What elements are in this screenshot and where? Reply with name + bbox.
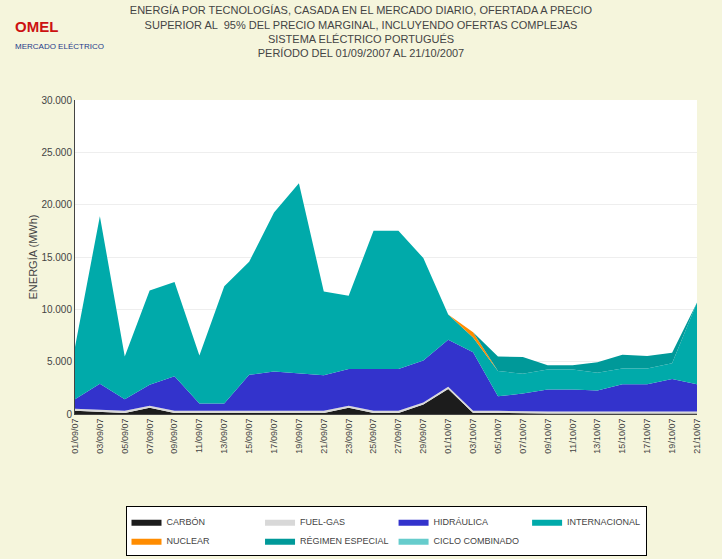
svg-text:13/09/07: 13/09/07 xyxy=(219,419,229,454)
svg-text:05/09/07: 05/09/07 xyxy=(120,419,130,454)
svg-text:ENERGÍA (MWh): ENERGÍA (MWh) xyxy=(27,215,39,300)
svg-text:30.000: 30.000 xyxy=(41,95,72,106)
svg-text:MERCADO ELÉCTRICO: MERCADO ELÉCTRICO xyxy=(15,42,104,51)
svg-text:HIDRÁULICA: HIDRÁULICA xyxy=(434,517,489,527)
svg-text:OMEL: OMEL xyxy=(15,18,58,35)
svg-text:27/09/07: 27/09/07 xyxy=(393,419,403,454)
svg-text:INTERNACIONAL: INTERNACIONAL xyxy=(567,517,640,527)
svg-text:CARBÓN: CARBÓN xyxy=(167,517,206,527)
svg-text:01/10/07: 01/10/07 xyxy=(443,419,453,454)
svg-text:15/10/07: 15/10/07 xyxy=(617,419,627,454)
svg-text:NUCLEAR: NUCLEAR xyxy=(167,536,211,546)
svg-text:11/09/07: 11/09/07 xyxy=(194,419,204,453)
svg-text:05/10/07: 05/10/07 xyxy=(493,419,503,454)
svg-text:09/09/07: 09/09/07 xyxy=(169,419,179,454)
svg-text:23/09/07: 23/09/07 xyxy=(344,419,354,454)
svg-text:21/09/07: 21/09/07 xyxy=(319,419,329,454)
svg-text:10.000: 10.000 xyxy=(41,304,72,315)
svg-text:19/09/07: 19/09/07 xyxy=(294,419,304,454)
svg-text:0: 0 xyxy=(66,409,72,420)
svg-text:01/09/07: 01/09/07 xyxy=(70,419,80,454)
svg-text:ENERGÍA POR TECNOLOGÍAS, CASAD: ENERGÍA POR TECNOLOGÍAS, CASADA EN EL ME… xyxy=(130,4,593,59)
svg-text:03/10/07: 03/10/07 xyxy=(468,419,478,454)
svg-text:03/09/07: 03/09/07 xyxy=(95,419,105,454)
svg-text:CICLO COMBINADO: CICLO COMBINADO xyxy=(434,536,520,546)
svg-text:29/09/07: 29/09/07 xyxy=(418,419,428,454)
svg-text:RÉGIMEN ESPECIAL: RÉGIMEN ESPECIAL xyxy=(300,536,389,546)
svg-text:15/09/07: 15/09/07 xyxy=(244,419,254,454)
svg-text:11/10/07: 11/10/07 xyxy=(568,419,578,453)
svg-text:25/09/07: 25/09/07 xyxy=(368,419,378,454)
svg-text:17/10/07: 17/10/07 xyxy=(642,419,652,454)
svg-text:FUEL-GAS: FUEL-GAS xyxy=(300,517,345,527)
svg-text:5.000: 5.000 xyxy=(47,356,72,367)
svg-text:17/09/07: 17/09/07 xyxy=(269,419,279,454)
svg-text:15.000: 15.000 xyxy=(41,252,72,263)
svg-text:07/09/07: 07/09/07 xyxy=(145,419,155,454)
svg-text:13/10/07: 13/10/07 xyxy=(592,419,602,454)
svg-text:25.000: 25.000 xyxy=(41,147,72,158)
svg-text:19/10/07: 19/10/07 xyxy=(667,419,677,454)
svg-text:09/10/07: 09/10/07 xyxy=(543,419,553,454)
svg-text:20.000: 20.000 xyxy=(41,199,72,210)
svg-text:07/10/07: 07/10/07 xyxy=(518,419,528,454)
svg-text:21/10/07: 21/10/07 xyxy=(692,419,702,454)
